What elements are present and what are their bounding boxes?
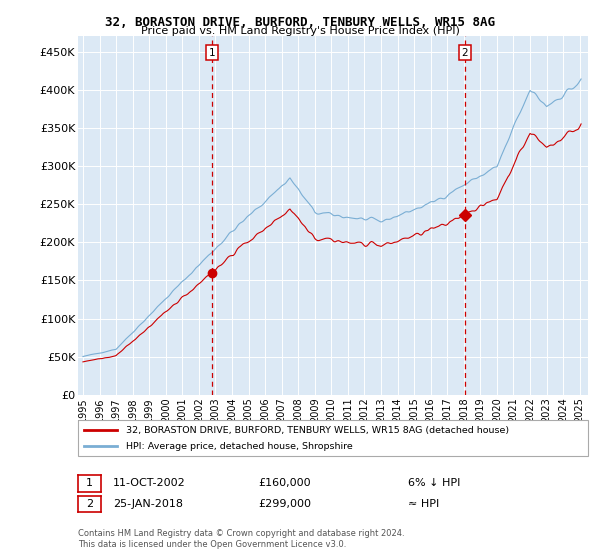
Text: Price paid vs. HM Land Registry's House Price Index (HPI): Price paid vs. HM Land Registry's House …	[140, 26, 460, 36]
Text: £160,000: £160,000	[258, 478, 311, 488]
Text: 2: 2	[461, 48, 468, 58]
Text: 1: 1	[208, 48, 215, 58]
Text: Contains HM Land Registry data © Crown copyright and database right 2024.
This d: Contains HM Land Registry data © Crown c…	[78, 529, 404, 549]
Text: 2: 2	[86, 499, 93, 509]
Text: 1: 1	[86, 478, 93, 488]
Text: 32, BORASTON DRIVE, BURFORD, TENBURY WELLS, WR15 8AG (detached house): 32, BORASTON DRIVE, BURFORD, TENBURY WEL…	[126, 426, 509, 435]
Text: 6% ↓ HPI: 6% ↓ HPI	[408, 478, 460, 488]
Text: 25-JAN-2018: 25-JAN-2018	[113, 499, 183, 509]
Text: HPI: Average price, detached house, Shropshire: HPI: Average price, detached house, Shro…	[126, 442, 353, 451]
Text: £299,000: £299,000	[258, 499, 311, 509]
Text: ≈ HPI: ≈ HPI	[408, 499, 439, 509]
Text: 11-OCT-2002: 11-OCT-2002	[113, 478, 185, 488]
Text: 32, BORASTON DRIVE, BURFORD, TENBURY WELLS, WR15 8AG: 32, BORASTON DRIVE, BURFORD, TENBURY WEL…	[105, 16, 495, 29]
